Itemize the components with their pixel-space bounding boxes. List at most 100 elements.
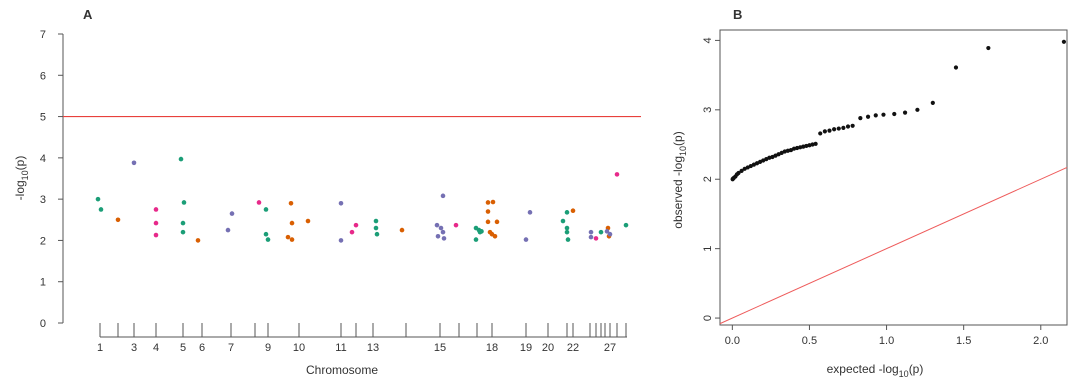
manhattan-x-tick-label: 4 (153, 342, 159, 354)
manhattan-point (434, 222, 440, 228)
manhattan-point (441, 236, 447, 241)
qq-point (865, 114, 871, 119)
manhattan-x-tick-label: 20 (542, 342, 554, 354)
manhattan-y-ticks: 0 1 2 3 4 5 6 7 (40, 29, 63, 330)
manhattan-point (256, 200, 262, 205)
qq-point (742, 166, 747, 171)
manhattan-point (527, 210, 533, 215)
manhattan-x-axis-title: Chromosome (306, 363, 378, 377)
qq-plot-frame (719, 29, 1068, 326)
manhattan-x-tick-label: 6 (199, 342, 205, 354)
manhattan-point (195, 238, 201, 243)
manhattan-point (565, 237, 571, 242)
manhattan-point (285, 234, 291, 240)
manhattan-y-tick-label: 5 (40, 112, 46, 124)
manhattan-x-tick-label: 27 (604, 342, 616, 354)
manhattan-x-tick-label: 10 (293, 342, 305, 354)
qq-y-tick-label: 3 (702, 107, 714, 113)
manhattan-point (564, 225, 570, 231)
manhattan-x-tick-label: 18 (486, 342, 498, 354)
qq-xlabel-sub: 10 (899, 369, 909, 378)
manhattan-point (473, 237, 479, 242)
manhattan-point (263, 207, 269, 212)
qq-point (832, 127, 837, 132)
manhattan-point (494, 219, 500, 225)
qq-point (858, 116, 863, 121)
qq-point (1061, 39, 1067, 44)
manhattan-point (263, 231, 269, 237)
manhattan-point (588, 234, 594, 240)
manhattan-point (338, 238, 344, 243)
qq-xlabel-main: expected -log (827, 362, 899, 376)
manhattan-point (485, 209, 491, 214)
qq-ylabel-main: observed -log (671, 156, 685, 229)
manhattan-ylabel-sub: 10 (20, 170, 30, 180)
qq-point (892, 111, 897, 117)
qq-x-tick-label: 0.0 (725, 335, 740, 347)
manhattan-x-ticks: 1 3 4 5 6 7 9 10 11 13 15 18 19 20 22 27 (97, 323, 627, 354)
manhattan-point (265, 237, 271, 242)
manhattan-point (564, 210, 570, 215)
manhattan-y-tick-label: 6 (40, 70, 46, 82)
manhattan-y-tick-label: 7 (40, 29, 46, 41)
panel-a-letter: A (83, 7, 93, 22)
manhattan-point (181, 200, 187, 205)
qq-point (902, 110, 908, 115)
manhattan-y-tick-label: 3 (40, 194, 46, 206)
qq-x-ticks: 0.0 0.5 1.0 1.5 2.0 (725, 325, 1048, 347)
manhattan-x-tick-label: 7 (228, 342, 234, 354)
manhattan-point (623, 222, 629, 228)
manhattan-x-tick-label: 13 (367, 342, 379, 354)
qq-y-tick-label: 1 (702, 246, 714, 252)
manhattan-x-tick-label: 19 (520, 342, 532, 354)
qq-point (881, 112, 886, 117)
manhattan-point (225, 227, 231, 233)
manhattan-point (305, 218, 311, 224)
manhattan-x-tick-label: 3 (131, 342, 137, 354)
manhattan-point (374, 231, 380, 237)
manhattan-point (178, 156, 184, 162)
manhattan-point (338, 200, 344, 206)
manhattan-point (490, 199, 496, 205)
manhattan-x-tick-label: 15 (434, 342, 446, 354)
manhattan-point (604, 229, 610, 234)
qq-y-ticks: 0 1 2 3 4 (702, 37, 720, 321)
manhattan-point (180, 220, 186, 226)
qq-point (953, 65, 959, 70)
qq-expected-diagonal (719, 166, 1068, 325)
manhattan-x-tick-label: 11 (335, 342, 346, 354)
manhattan-point (588, 229, 594, 235)
manhattan-point (523, 237, 529, 242)
manhattan-point (564, 229, 570, 235)
panel-b-letter: B (733, 7, 742, 22)
manhattan-y-tick-label: 0 (40, 318, 46, 330)
qq-point (915, 107, 920, 112)
qq-ylabel-sub: 10 (678, 146, 688, 156)
qq-y-tick-label: 0 (702, 315, 714, 321)
manhattan-point (289, 237, 295, 242)
qq-point (986, 45, 991, 51)
qq-x-tick-label: 0.5 (802, 335, 817, 347)
manhattan-point (95, 196, 101, 202)
manhattan-point (485, 219, 491, 225)
manhattan-y-tick-label: 4 (40, 153, 46, 165)
manhattan-point (440, 193, 446, 199)
qq-points (730, 39, 1067, 182)
manhattan-ylabel-main: -log (13, 180, 27, 200)
qq-point (739, 168, 744, 174)
manhattan-point (485, 200, 491, 205)
manhattan-point (607, 231, 613, 237)
manhattan-y-axis-title: -log10(p) (13, 156, 30, 201)
qq-point (836, 126, 841, 131)
manhattan-point (373, 225, 379, 231)
qq-xlabel-tail: (p) (909, 362, 924, 376)
qq-point (841, 125, 846, 130)
manhattan-point (479, 229, 484, 234)
manhattan-point (153, 207, 159, 212)
manhattan-point (180, 229, 186, 235)
qq-x-tick-label: 1.0 (879, 335, 894, 347)
qq-point (930, 100, 935, 105)
